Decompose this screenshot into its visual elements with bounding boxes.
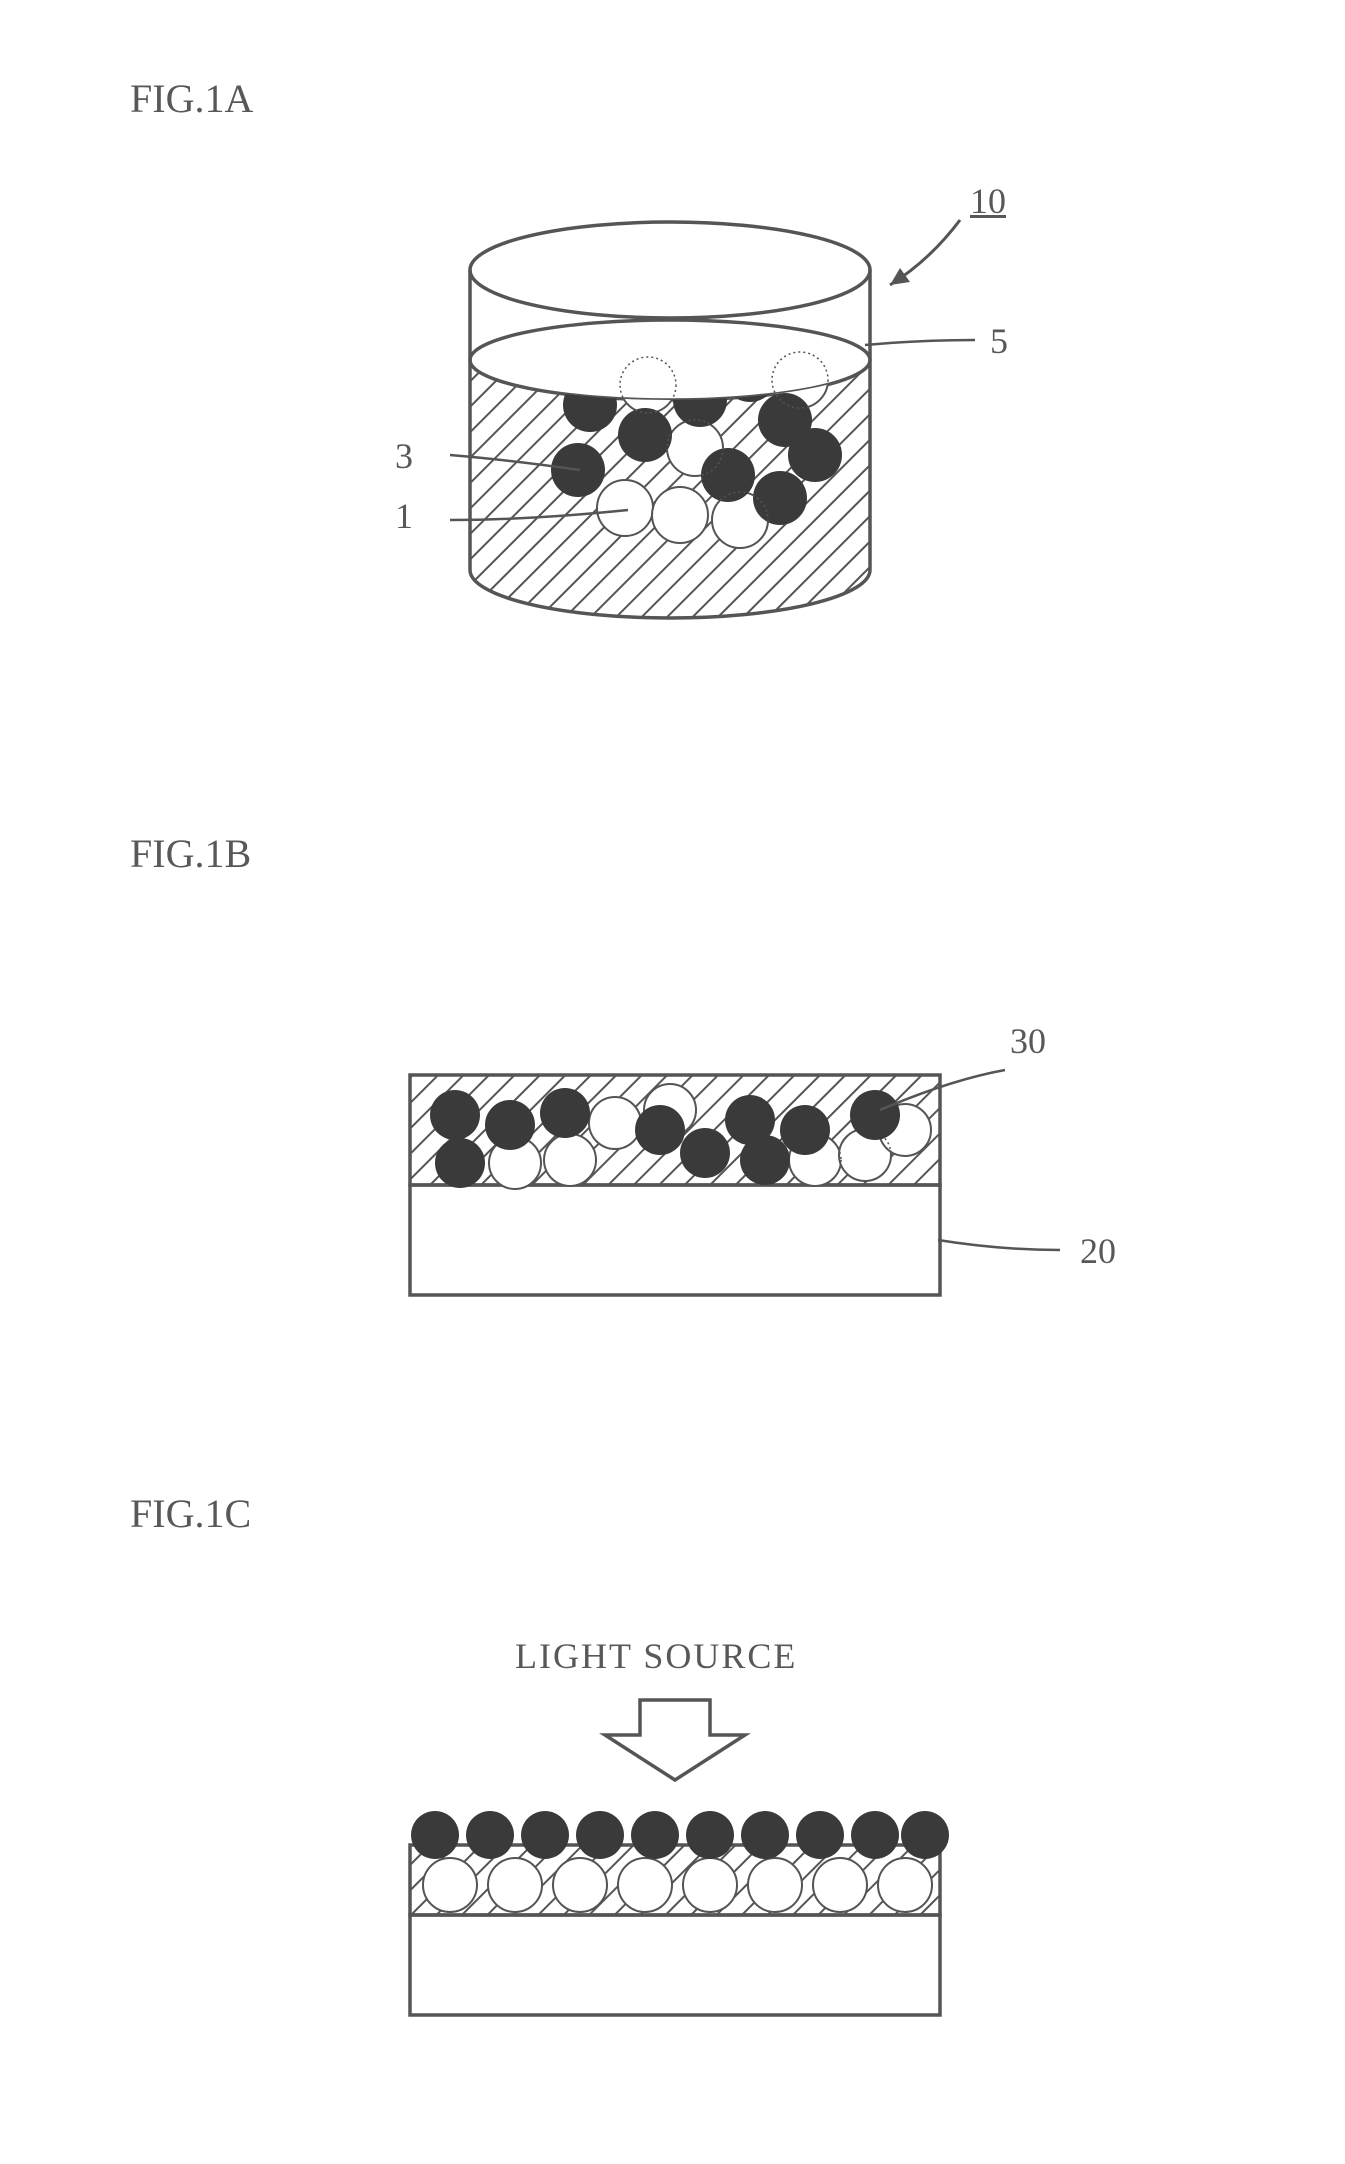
fig-label-1b: FIG.1B bbox=[130, 830, 251, 877]
figure-1a-svg bbox=[400, 170, 1100, 690]
ref-1: 1 bbox=[395, 495, 413, 537]
figure-1b-svg bbox=[380, 1030, 1130, 1350]
figure-1c-svg bbox=[380, 1690, 1030, 2110]
ref-30: 30 bbox=[1010, 1020, 1046, 1062]
fig-label-1c: FIG.1C bbox=[130, 1490, 251, 1537]
ref-20: 20 bbox=[1080, 1230, 1116, 1272]
ref-3: 3 bbox=[395, 435, 413, 477]
light-source-label: LIGHT SOURCE bbox=[515, 1635, 797, 1677]
ref-5: 5 bbox=[990, 320, 1008, 362]
ref-10: 10 bbox=[970, 180, 1006, 222]
fig-label-1a: FIG.1A bbox=[130, 75, 253, 122]
